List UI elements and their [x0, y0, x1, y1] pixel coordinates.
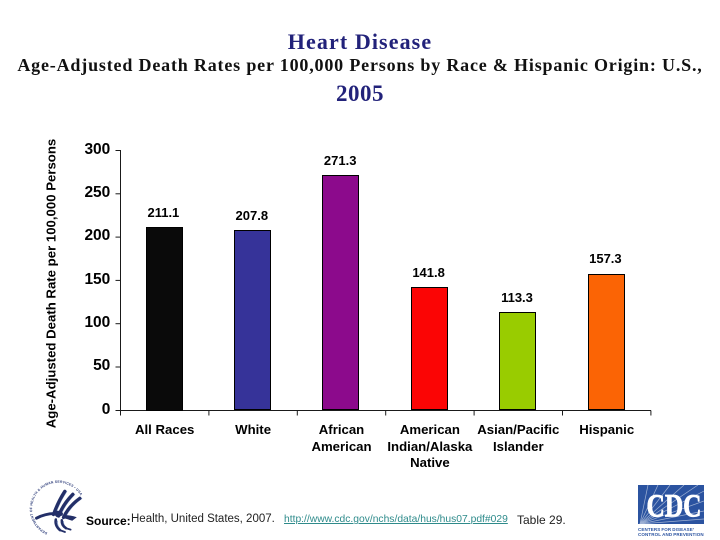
svg-text:CDC: CDC — [647, 489, 702, 525]
